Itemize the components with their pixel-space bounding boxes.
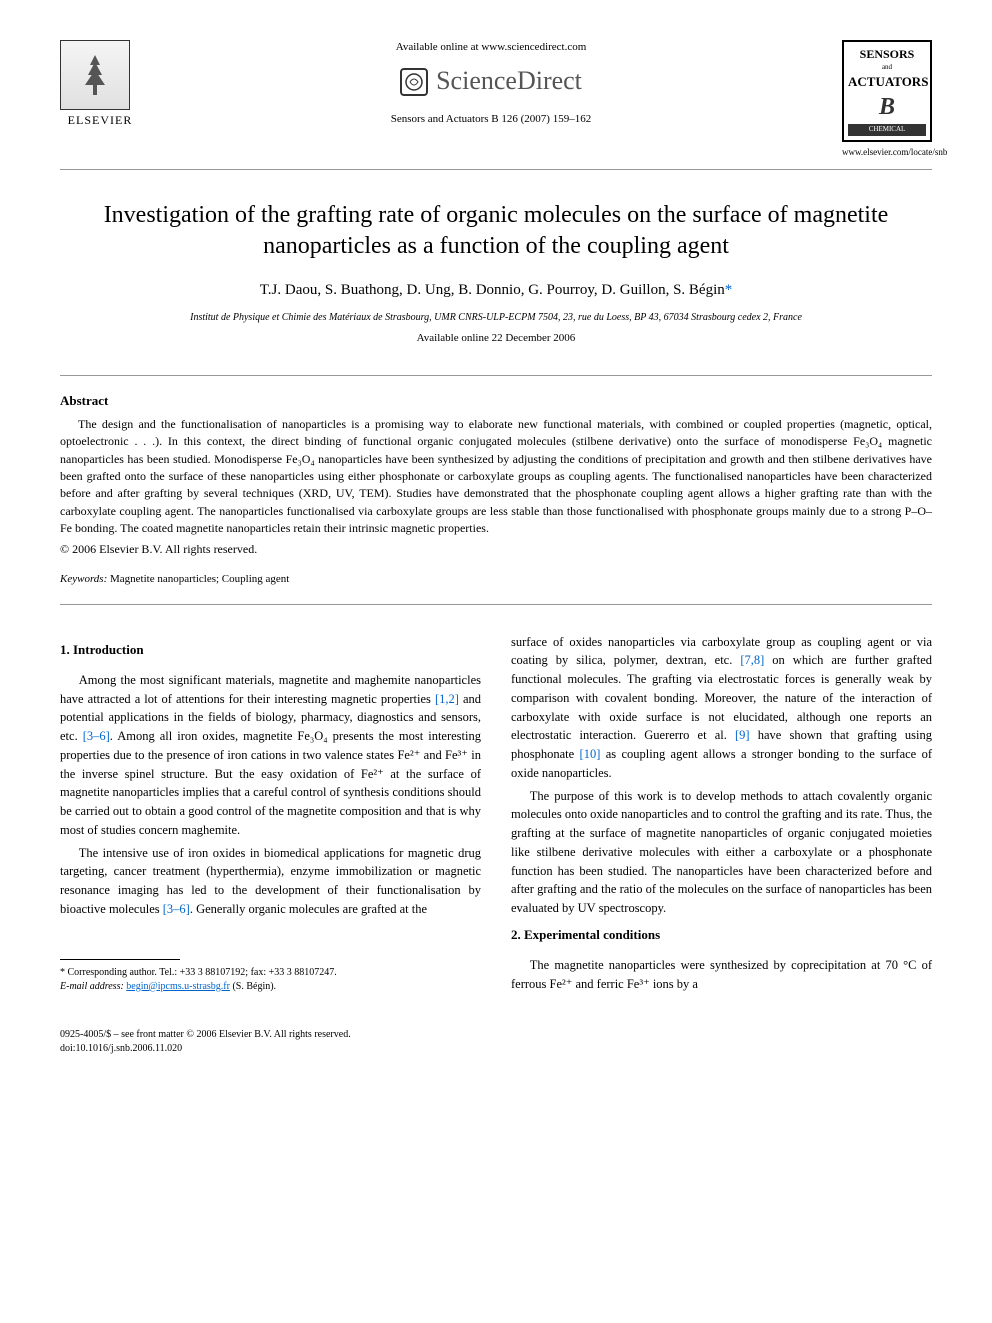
- experimental-paragraph-1: The magnetite nanoparticles were synthes…: [511, 956, 932, 994]
- sciencedirect-icon: [400, 68, 428, 96]
- publication-date: Available online 22 December 2006: [60, 331, 932, 346]
- authors-list: T.J. Daou, S. Buathong, D. Ung, B. Donni…: [60, 280, 932, 301]
- body-columns: 1. Introduction Among the most significa…: [60, 633, 932, 998]
- authors-text: T.J. Daou, S. Buathong, D. Ung, B. Donni…: [260, 282, 725, 298]
- journal-b-letter: B: [848, 91, 926, 125]
- journal-actuators-text: ACTUATORS: [848, 73, 926, 91]
- page-footer: 0925-4005/$ – see front matter © 2006 El…: [60, 1028, 932, 1056]
- left-column: 1. Introduction Among the most significa…: [60, 633, 481, 998]
- elsevier-text: ELSEVIER: [60, 112, 140, 129]
- footnote-tel-fax: * Corresponding author. Tel.: +33 3 8810…: [60, 966, 481, 980]
- intro-heading: 1. Introduction: [60, 641, 481, 659]
- ref-link-3-6b[interactable]: [3–6]: [163, 902, 190, 916]
- intro-p1-text-c: . Among all iron oxides, magnetite Fe₃O₄…: [60, 729, 481, 837]
- right-column: surface of oxides nanoparticles via carb…: [511, 633, 932, 998]
- footer-issn-line: 0925-4005/$ – see front matter © 2006 El…: [60, 1028, 932, 1042]
- journal-and-text: and: [848, 63, 926, 73]
- ref-link-3-6[interactable]: [3–6]: [83, 729, 110, 743]
- ref-link-1-2[interactable]: [1,2]: [435, 692, 459, 706]
- article-title: Investigation of the grafting rate of or…: [100, 200, 892, 262]
- footnote-separator: [60, 959, 180, 960]
- affiliation-text: Institut de Physique et Chimie des Matér…: [60, 311, 932, 325]
- journal-chemical-text: CHEMICAL: [848, 124, 926, 136]
- journal-logo: SENSORS and ACTUATORS B CHEMICAL www.els…: [842, 40, 932, 159]
- abstract-body: The design and the functionalisation of …: [60, 416, 932, 538]
- journal-box: SENSORS and ACTUATORS B CHEMICAL: [842, 40, 932, 142]
- available-online-text: Available online at www.sciencedirect.co…: [140, 40, 842, 55]
- corresponding-star[interactable]: *: [725, 282, 733, 298]
- ref-link-9[interactable]: [9]: [735, 728, 750, 742]
- col2-paragraph-1: surface of oxides nanoparticles via carb…: [511, 633, 932, 783]
- footnote-email-name: (S. Bégin).: [230, 981, 276, 992]
- elsevier-logo: ELSEVIER: [60, 40, 140, 129]
- sciencedirect-logo[interactable]: ScienceDirect: [140, 63, 842, 99]
- col2-paragraph-2: The purpose of this work is to develop m…: [511, 787, 932, 918]
- sciencedirect-text: ScienceDirect: [436, 63, 582, 99]
- divider-bottom: [60, 604, 932, 605]
- journal-sensors-text: SENSORS: [848, 46, 926, 63]
- citation-text: Sensors and Actuators B 126 (2007) 159–1…: [140, 112, 842, 127]
- corresponding-footnote: * Corresponding author. Tel.: +33 3 8810…: [60, 966, 481, 994]
- keywords-text: Magnetite nanoparticles; Coupling agent: [107, 573, 289, 585]
- center-header: Available online at www.sciencedirect.co…: [140, 40, 842, 127]
- intro-paragraph-1: Among the most significant materials, ma…: [60, 671, 481, 840]
- keywords-label: Keywords:: [60, 573, 107, 585]
- copyright-text: © 2006 Elsevier B.V. All rights reserved…: [60, 541, 932, 558]
- intro-p2-text-b: . Generally organic molecules are grafte…: [190, 902, 427, 916]
- footnote-email-link[interactable]: begin@ipcms.u-strasbg.fr: [126, 981, 230, 992]
- intro-p1-text-a: Among the most significant materials, ma…: [60, 673, 481, 706]
- abstract-heading: Abstract: [60, 392, 932, 410]
- footnote-email-label: E-mail address:: [60, 981, 124, 992]
- ref-link-7-8[interactable]: [7,8]: [740, 653, 764, 667]
- article-header: ELSEVIER Available online at www.science…: [60, 40, 932, 170]
- experimental-heading: 2. Experimental conditions: [511, 926, 932, 944]
- intro-paragraph-2: The intensive use of iron oxides in biom…: [60, 844, 481, 919]
- keywords-line: Keywords: Magnetite nanoparticles; Coupl…: [60, 572, 932, 587]
- divider-top: [60, 375, 932, 376]
- footer-doi-line[interactable]: doi:10.1016/j.snb.2006.11.020: [60, 1042, 932, 1056]
- journal-url[interactable]: www.elsevier.com/locate/snb: [842, 146, 932, 159]
- elsevier-tree-icon: [60, 40, 130, 110]
- ref-link-10[interactable]: [10]: [580, 747, 601, 761]
